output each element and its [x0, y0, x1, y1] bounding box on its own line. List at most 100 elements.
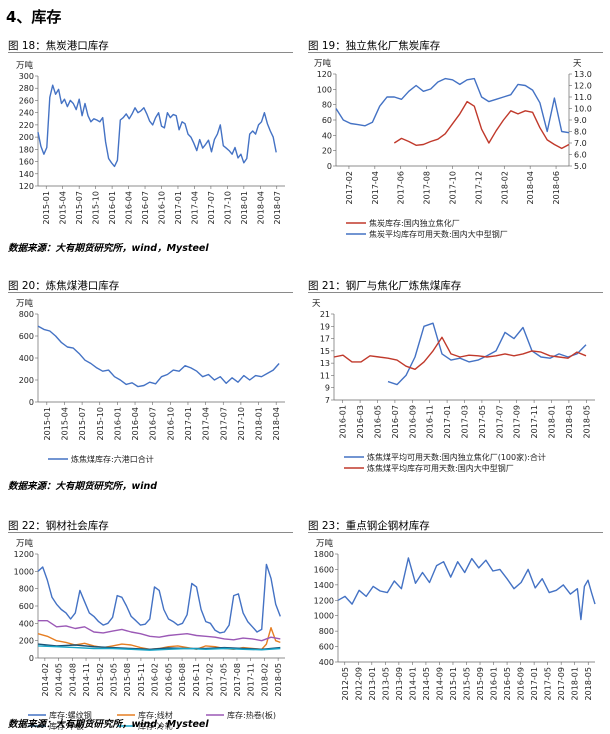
- x-tick-label: 2012-05: [341, 667, 350, 700]
- x-tick-label: 2016-11: [426, 405, 435, 438]
- x-tick-label: 2017-04: [371, 171, 380, 204]
- x-tick-label: 2017-04: [190, 191, 199, 224]
- x-tick-label: 2016-01: [339, 405, 348, 438]
- y-tick-label: 800: [319, 627, 334, 636]
- x-tick-label: 2016-01: [490, 667, 499, 700]
- x-tick-label: 2017-11: [530, 405, 539, 438]
- x-tick-label: 2016-05: [374, 405, 383, 438]
- y-tick-label: 21: [320, 310, 330, 319]
- x-tick-label: 2014-02: [41, 663, 50, 696]
- x-tick-label: 2017-01: [443, 405, 452, 438]
- y-tick-label: 140: [19, 170, 34, 179]
- x-tick-label: 2018-06: [552, 171, 561, 204]
- y2-tick-label: 10.0: [574, 105, 592, 114]
- series-line: [37, 563, 281, 634]
- y-tick-label: 1600: [314, 565, 334, 574]
- y-tick-label: 300: [19, 72, 34, 81]
- series-line: [387, 322, 587, 386]
- y-tick-label: 80: [322, 101, 332, 110]
- y-tick-label: 13: [320, 359, 330, 368]
- y-tick-label: 40: [322, 131, 332, 140]
- chart-fig20: 万吨 0 200 400 600 800 2015-01 2015-04 2015-07 2015…: [16, 298, 285, 464]
- legend-label: 库存:线材: [138, 710, 173, 720]
- series-line: [38, 619, 281, 642]
- x-tick-label: 2013-01: [368, 667, 377, 700]
- x-tick-label: 2014-08: [68, 663, 77, 696]
- series-line: [335, 77, 570, 134]
- y-tick-label: 160: [19, 158, 34, 167]
- x-tick-label: 2017-01: [174, 191, 183, 224]
- y-tick-label: 1000: [314, 612, 334, 621]
- x-tick-label: 2017-03: [461, 405, 470, 438]
- y-tick-label: 0: [29, 654, 34, 663]
- chart-panel-fig22: 图 22：钢材社会库存 万吨 0 200 400 600 800 1000 1200 2014-…: [8, 518, 293, 731]
- series-line: [337, 557, 596, 621]
- chart-title: 图 21：钢厂与焦化厂炼焦煤库存: [308, 280, 462, 292]
- x-tick-label: 2016-09: [517, 667, 526, 700]
- y-axis-unit: 万吨: [16, 60, 34, 71]
- title-divider: [308, 292, 603, 293]
- x-tick-label: 2017-09: [557, 667, 566, 700]
- y-tick-label: 240: [19, 109, 34, 118]
- legend-label: 炼焦煤平均可用天数:国内独立焦化厂(100家):合计: [367, 452, 546, 462]
- x-tick-label: 2015-04: [60, 407, 69, 440]
- y2-tick-label: 12.0: [574, 82, 592, 91]
- x-tick-label: 2016-07: [149, 407, 158, 440]
- y-tick-label: 600: [319, 643, 334, 652]
- title-divider: [8, 292, 293, 293]
- source-note: 数据来源：大有期货研究所，wind，Mysteel: [8, 243, 209, 254]
- chart-panel-fig21: 图 21：钢厂与焦化厂炼焦煤库存 天 7 9 11 13 15 17 19 21 2016-01 2…: [308, 278, 603, 478]
- y-tick-label: 280: [19, 84, 34, 93]
- x-tick-label: 2018-03: [565, 405, 574, 438]
- chart-fig23: 万吨 400 600 800 1000 1200 1400 1600 1800 2012-05 20…: [314, 538, 596, 700]
- y-tick-label: 600: [19, 602, 34, 611]
- x-tick-label: 2016-02: [151, 663, 160, 696]
- y-tick-label: 7: [325, 396, 330, 405]
- y-tick-label: 200: [19, 376, 34, 385]
- title-divider: [308, 532, 603, 533]
- y-tick-label: 600: [19, 332, 34, 341]
- x-tick-label: 2016-10: [166, 407, 175, 440]
- chart-fig18: 万吨 120 140 160 180 200 220 240 260 280 300 2015-01 2…: [16, 60, 285, 224]
- y2-tick-label: 13.0: [574, 70, 592, 79]
- x-tick-label: 2018-02: [260, 663, 269, 696]
- x-tick-label: 2015-10: [92, 191, 101, 224]
- y-axis-unit: 万吨: [314, 58, 332, 69]
- x-tick-label: 2017-10: [449, 171, 458, 204]
- y-tick-label: 200: [19, 637, 34, 646]
- x-tick-label: 2017-10: [237, 407, 246, 440]
- y2-tick-label: 9.0: [574, 116, 587, 125]
- series-line: [37, 643, 281, 651]
- x-tick-label: 2018-05: [274, 663, 283, 696]
- x-tick-label: 2015-01: [43, 407, 52, 440]
- x-tick-label: 2017-06: [397, 171, 406, 204]
- y-tick-label: 1400: [314, 581, 334, 590]
- x-tick-label: 2016-09: [408, 405, 417, 438]
- legend-label: 焦炭库存:国内独立焦化厂: [369, 218, 460, 228]
- chart-fig22: 万吨 0 200 400 600 800 1000 1200 2014-02 2014-05 201…: [14, 538, 285, 731]
- y2-axis-unit: 天: [573, 59, 582, 69]
- legend-label: 焦炭平均库存可用天数:国内大中型钢厂: [369, 229, 508, 239]
- x-tick-label: 2015-05: [463, 667, 472, 700]
- x-tick-label: 2015-04: [59, 191, 68, 224]
- y-tick-label: 120: [317, 70, 332, 79]
- x-tick-label: 2016-01: [113, 407, 122, 440]
- x-tick-label: 2015-09: [476, 667, 485, 700]
- series-line: [393, 100, 570, 150]
- x-tick-label: 2016-05: [503, 667, 512, 700]
- legend-label: 库存:冷轧: [138, 721, 173, 731]
- y-axis-unit: 万吨: [316, 538, 334, 549]
- chart-fig19: 万吨 天 0 20 40 60 80 100 120 5.0 6.0 7.0 8.0 9.0 10.0 11.…: [314, 58, 592, 239]
- section-title: 4、库存: [6, 8, 62, 26]
- title-divider: [8, 532, 293, 533]
- x-tick-label: 2017-07: [495, 405, 504, 438]
- x-tick-label: 2018-07: [273, 191, 282, 224]
- y-tick-label: 100: [317, 85, 332, 94]
- x-tick-label: 2016-01: [108, 191, 117, 224]
- x-tick-label: 2017-05: [544, 667, 553, 700]
- x-tick-label: 2016-11: [192, 663, 201, 696]
- y-tick-label: 0: [29, 398, 34, 407]
- y-tick-label: 11: [320, 371, 330, 380]
- chart-fig21: 天 7 9 11 13 15 17 19 21 2016-01 2016-03 2016-05 2016…: [312, 299, 595, 473]
- x-tick-label: 2018-02: [500, 171, 509, 204]
